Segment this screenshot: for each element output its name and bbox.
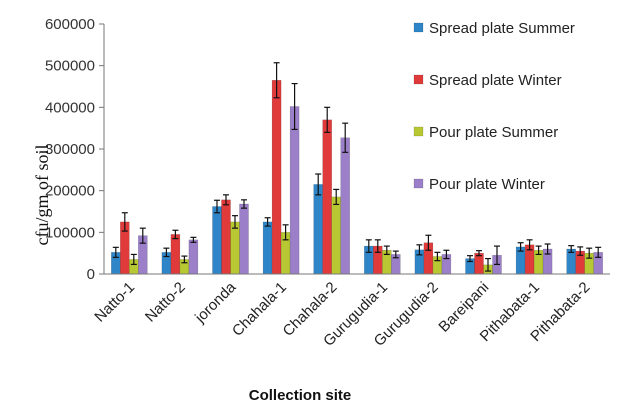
legend-swatch bbox=[413, 74, 424, 85]
y-tick-label: 100000 bbox=[45, 224, 95, 241]
category-label: joronda bbox=[191, 278, 240, 327]
y-tick-label: 600000 bbox=[45, 16, 95, 33]
y-tick-label: 0 bbox=[87, 266, 95, 283]
category-label: Natto-1 bbox=[91, 279, 138, 326]
legend-item: Spread plate Winter bbox=[413, 72, 562, 89]
error-bar-9-2 bbox=[586, 247, 593, 259]
error-bar-6-0 bbox=[416, 244, 423, 256]
error-bar-3-0 bbox=[264, 217, 271, 227]
error-bar-7-3 bbox=[494, 245, 500, 266]
bar-1-3 bbox=[188, 239, 199, 275]
y-tick-label: 200000 bbox=[45, 183, 95, 200]
y-tick-label: 500000 bbox=[45, 58, 95, 75]
error-bar-6-1 bbox=[425, 234, 432, 251]
error-bar-8-0 bbox=[517, 242, 524, 252]
error-bar-9-0 bbox=[568, 245, 575, 253]
error-bar-2-2 bbox=[232, 215, 238, 229]
bar-2-2 bbox=[230, 221, 240, 275]
error-bar-1-0 bbox=[163, 247, 170, 258]
category-label: Chahala-1 bbox=[229, 279, 290, 340]
y-axis-label: cfu/gm of soil bbox=[32, 145, 52, 246]
error-bar-2-0 bbox=[214, 199, 220, 214]
error-bar-8-2 bbox=[535, 245, 542, 256]
error-bar-2-3 bbox=[241, 199, 247, 209]
error-bar-7-1 bbox=[476, 250, 482, 257]
error-bar-5-3 bbox=[392, 250, 399, 259]
bar-4-2 bbox=[331, 196, 341, 275]
legend-label: Pour plate Summer bbox=[429, 124, 558, 141]
error-bar-6-3 bbox=[443, 249, 450, 260]
legend-swatch bbox=[413, 178, 424, 189]
error-bar-0-2 bbox=[130, 253, 137, 266]
bar-7-1 bbox=[474, 252, 484, 275]
error-bar-1-3 bbox=[190, 236, 197, 243]
error-bar-1-2 bbox=[181, 255, 188, 264]
bar-3-3 bbox=[289, 106, 300, 275]
bar-4-1 bbox=[322, 119, 332, 275]
x-axis-label: Collection site bbox=[249, 387, 352, 404]
category-labels: Natto-1 Natto-2 jorondaChahala-1Chahala-2G… bbox=[91, 278, 593, 349]
legend-label: Pour plate Winter bbox=[429, 176, 545, 193]
error-bar-8-1 bbox=[526, 239, 533, 251]
error-bar-4-2 bbox=[333, 188, 340, 206]
bars bbox=[111, 80, 603, 275]
error-bar-3-3 bbox=[291, 82, 298, 131]
error-bar-7-0 bbox=[467, 255, 473, 263]
category-label: Natto-2 bbox=[142, 279, 189, 326]
error-bar-5-1 bbox=[374, 239, 381, 253]
error-bar-0-0 bbox=[112, 246, 119, 258]
error-bar-1-1 bbox=[172, 229, 179, 240]
y-tick-label: 400000 bbox=[45, 99, 95, 116]
error-bars bbox=[112, 62, 602, 272]
bar-3-1 bbox=[271, 80, 282, 275]
bar-2-3 bbox=[239, 203, 249, 275]
legend-swatch bbox=[413, 22, 424, 33]
error-bar-4-3 bbox=[342, 122, 349, 153]
legend-label: Spread plate Winter bbox=[429, 72, 562, 89]
error-bar-5-0 bbox=[365, 239, 372, 253]
error-bar-7-2 bbox=[485, 257, 491, 272]
error-bar-9-3 bbox=[595, 246, 602, 258]
error-bar-3-2 bbox=[282, 224, 289, 241]
legend: Spread plate Summer Spread plate Winter Po… bbox=[413, 20, 575, 193]
error-bar-0-1 bbox=[121, 212, 128, 232]
error-bar-4-1 bbox=[324, 106, 331, 133]
legend-item: Pour plate Summer bbox=[413, 124, 558, 141]
bar-4-3 bbox=[340, 137, 350, 275]
error-bar-2-1 bbox=[223, 194, 229, 206]
legend-item: Spread plate Summer bbox=[413, 20, 575, 37]
bar-3-0 bbox=[262, 221, 273, 275]
error-bar-5-2 bbox=[383, 245, 390, 256]
error-bar-8-3 bbox=[544, 243, 551, 255]
bar-2-0 bbox=[212, 206, 222, 275]
error-bar-0-3 bbox=[139, 227, 146, 244]
legend-swatch bbox=[413, 126, 424, 137]
bar-1-1 bbox=[170, 234, 181, 275]
error-bar-4-0 bbox=[315, 173, 322, 196]
error-bar-3-1 bbox=[273, 62, 280, 99]
bar-4-0 bbox=[313, 184, 323, 275]
y-tick-label: 300000 bbox=[45, 141, 95, 158]
error-bar-9-1 bbox=[577, 246, 584, 256]
bar-2-1 bbox=[221, 199, 231, 275]
legend-label: Spread plate Summer bbox=[429, 20, 575, 37]
legend-item: Pour plate Winter bbox=[413, 176, 545, 193]
error-bar-6-2 bbox=[434, 251, 441, 262]
y-axis-ticks: 0 100000 200000 300000 400000 500000 600000 bbox=[45, 16, 104, 283]
